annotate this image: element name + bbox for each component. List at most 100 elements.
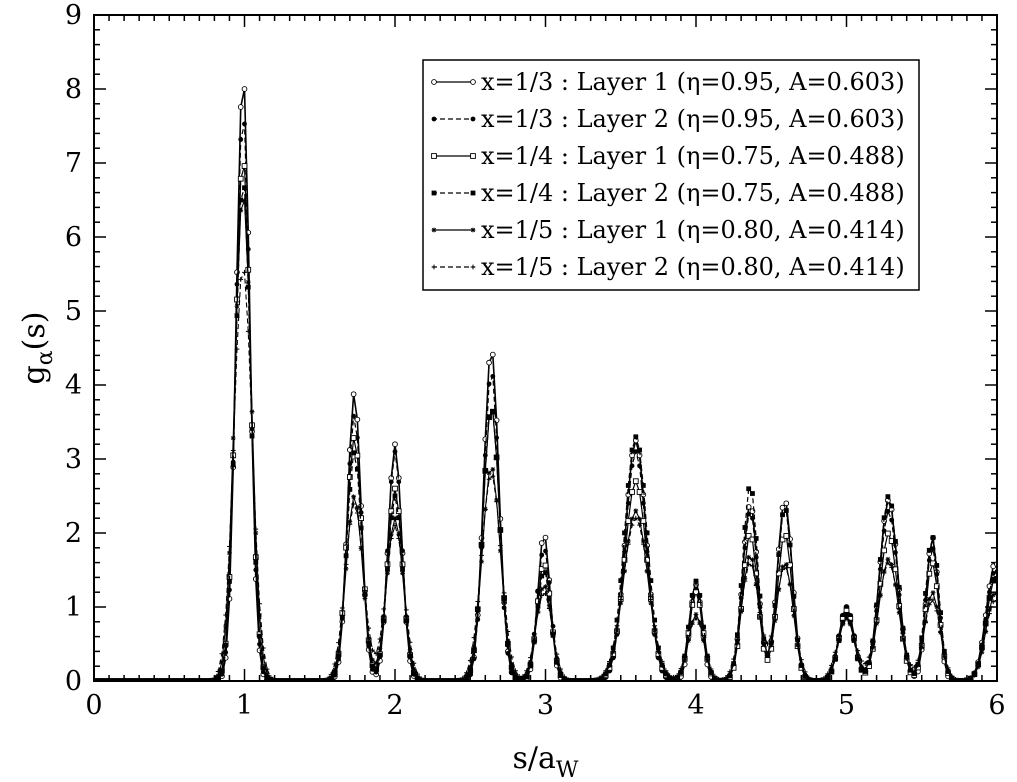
data-point-marker [215,669,221,674]
data-point-marker [889,564,895,570]
data-point-marker [546,603,552,609]
data-point-marker [696,602,703,608]
data-point-marker [603,668,609,674]
labels-layer: s/aW gα(s) [17,312,579,782]
data-point-marker [780,564,785,570]
data-point-marker [351,413,357,419]
data-point-marker [358,544,364,550]
data-point-marker [373,667,379,672]
data-point-marker [746,486,752,492]
data-point-marker [802,669,808,675]
data-point-marker [761,640,767,646]
data-point-marker [121,678,127,681]
data-point-marker [467,664,473,670]
data-point-marker [693,615,699,621]
data-point-marker [471,644,477,650]
data-point-marker [388,536,394,541]
data-point-marker [381,614,387,619]
data-point-marker [253,559,259,565]
data-point-marker [392,449,398,454]
legend-entry: x=1/3 : Layer 1 (η=0.95, A=0.603) [431,68,905,96]
data-point-marker [431,227,437,233]
data-point-marker [629,489,635,495]
data-point-marker [614,623,620,629]
data-point-marker [392,441,398,448]
y-tick-label: 3 [65,444,82,475]
data-point-marker [648,597,654,602]
data-point-marker [238,197,244,203]
data-point-marker [336,640,341,645]
data-point-marker [618,578,624,584]
data-point-marker [494,499,499,505]
data-point-marker [230,448,236,453]
data-point-marker [470,79,476,85]
data-point-marker [489,351,496,358]
data-point-marker [791,613,797,619]
data-point-marker [941,653,947,659]
data-point-marker [392,493,398,499]
data-point-marker [159,678,165,681]
data-point-marker [339,605,345,611]
data-point-marker [712,673,718,679]
data-point-marker [336,648,341,654]
data-point-marker [832,653,838,659]
data-point-marker [543,570,548,576]
data-point-marker [655,644,661,650]
data-point-marker [328,672,334,678]
data-point-marker [787,542,793,548]
data-point-marker [768,633,774,639]
data-point-marker [479,542,484,548]
data-point-marker [565,677,571,681]
data-point-marker [148,678,153,681]
data-point-marker [249,409,255,415]
legend-entry: x=1/4 : Layer 2 (η=0.75, A=0.488) [431,179,905,207]
data-point-marker [490,473,496,479]
data-point-marker [234,303,240,309]
data-point-marker [889,562,895,567]
data-point-marker [836,636,842,642]
data-point-marker [629,516,635,522]
data-point-marker [987,595,992,601]
data-point-marker [535,603,541,609]
data-point-marker [163,678,168,681]
legend-label: x=1/5 : Layer 1 (η=0.80, A=0.414) [481,216,905,244]
data-point-marker [528,659,533,665]
data-point-marker [753,536,759,541]
data-point-marker [388,531,394,537]
data-point-marker [945,665,951,671]
data-point-marker [370,657,375,663]
data-point-marker [802,672,808,678]
data-point-marker [859,658,864,664]
data-point-marker [482,507,488,512]
data-point-marker [885,530,891,537]
data-point-marker [539,552,545,558]
data-point-marker [829,666,834,672]
data-point-marker [475,599,481,604]
data-point-marker [776,552,782,557]
data-point-marker [392,515,398,521]
data-point-marker [933,583,940,590]
x-tick-label: 2 [386,690,403,721]
data-point-marker [926,596,932,602]
data-point-marker [339,614,345,620]
data-point-marker [497,527,503,533]
data-point-marker [911,664,917,670]
data-point-marker [825,671,831,677]
data-point-marker [731,661,737,667]
data-point-marker [486,470,492,476]
data-point-marker [780,567,785,573]
data-point-marker [994,598,997,603]
data-point-marker [859,667,864,673]
data-point-marker [779,504,786,511]
data-point-marker [783,500,790,507]
data-point-marker [968,675,974,681]
data-point-marker [750,491,755,496]
data-point-marker [178,678,183,681]
data-point-marker [464,670,469,676]
data-point-marker [347,521,353,527]
data-point-marker [366,640,372,646]
data-point-marker [291,678,296,681]
data-point-marker [701,636,706,642]
data-point-marker [972,670,977,676]
